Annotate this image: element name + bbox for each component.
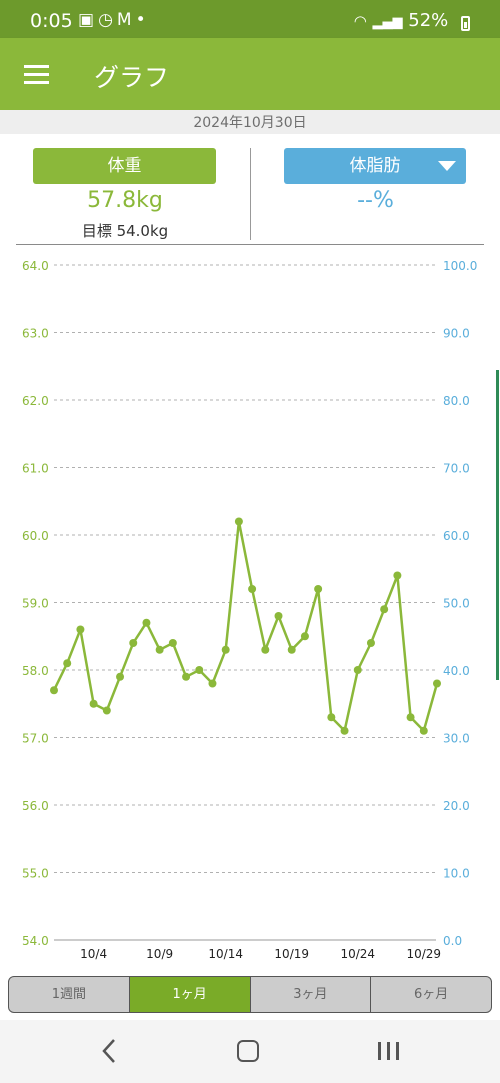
y-left-tick-label: 63.0: [22, 327, 49, 341]
weight-data-point: [366, 639, 375, 647]
weight-data-point: [89, 699, 98, 708]
back-icon[interactable]: [100, 1038, 118, 1064]
y-left-tick-label: 64.0: [22, 259, 49, 273]
period-tabs: 1週間 1ヶ月 3ヶ月 6ヶ月: [8, 976, 492, 1013]
page-title: グラフ: [94, 63, 170, 92]
alarm-icon: ◷: [98, 10, 117, 30]
y-left-tick-label: 57.0: [22, 732, 49, 746]
tab-6-months[interactable]: 6ヶ月: [413, 987, 449, 1002]
weight-data-point: [195, 666, 204, 674]
y-left-tick-label: 56.0: [22, 799, 49, 813]
x-tick-label: 10/9: [146, 947, 173, 961]
weight-data-point: [248, 585, 257, 593]
x-tick-label: 10/14: [208, 947, 243, 961]
weight-data-point: [182, 672, 191, 681]
system-nav-bar: [0, 1020, 500, 1083]
y-left-tick-label: 59.0: [22, 597, 49, 611]
weight-data-point: [76, 625, 85, 634]
status-right: ◠ ▂▄▆ 52%: [354, 10, 468, 31]
weight-data-point: [419, 726, 428, 735]
header-divider: [16, 244, 484, 245]
weight-data-point: [261, 645, 270, 654]
wifi-icon: ◠: [353, 12, 367, 30]
weight-button[interactable]: 体重: [33, 148, 216, 184]
body-fat-label: 体脂肪: [349, 156, 401, 176]
dot-icon: •: [135, 10, 150, 30]
hamburger-menu-icon[interactable]: [24, 65, 49, 84]
dropdown-triangle-icon: [438, 161, 456, 171]
status-bar: 0:05 ▣◷M• ◠ ▂▄▆ 52%: [0, 0, 500, 38]
weight-data-point: [116, 672, 125, 681]
body-fat-panel: 体脂肪 --%: [251, 134, 500, 242]
weight-data-point: [340, 726, 349, 735]
y-right-tick-label: 60.0: [443, 529, 470, 543]
weight-data-point: [234, 517, 243, 526]
weight-data-point: [50, 686, 58, 695]
date-label: 2024年10月30日: [0, 110, 500, 134]
weight-data-point: [380, 605, 389, 614]
y-right-tick-label: 90.0: [443, 327, 470, 341]
status-time: 0:05: [30, 10, 73, 32]
y-right-tick-label: 80.0: [443, 394, 470, 408]
y-right-tick-label: 20.0: [443, 799, 470, 813]
weight-data-point: [221, 645, 230, 654]
weight-data-point: [327, 713, 336, 722]
weight-line-chart: 54.0 55.0 56.0 57.0 58.0 59.0 60.0 61.0 62.0 63.0…: [22, 259, 477, 961]
y-right-tick-label: 40.0: [443, 664, 470, 678]
weight-data-point: [208, 679, 217, 688]
weight-data-point: [155, 645, 164, 654]
weight-data-point: [353, 666, 362, 674]
weight-data-point: [433, 679, 441, 688]
app-bar: グラフ: [0, 38, 500, 110]
x-tick-label: 10/24: [340, 947, 375, 961]
y-right-tick-label: 50.0: [443, 597, 470, 611]
y-right-tick-label: 70.0: [443, 462, 470, 476]
y-right-tick-label: 100.0: [443, 259, 477, 273]
weight-data-point: [168, 639, 177, 647]
battery-icon: [461, 16, 470, 31]
gallery-icon: ▣: [78, 10, 99, 30]
scroll-indicator[interactable]: [496, 370, 499, 680]
weight-data-point: [63, 659, 72, 668]
weight-data-point: [287, 645, 296, 654]
weight-goal: 目標 54.0kg: [81, 222, 169, 240]
weight-data-point: [314, 585, 323, 593]
tab-3-months[interactable]: 3ヶ月: [251, 977, 372, 1012]
weight-data-point: [274, 612, 283, 620]
weight-data-point: [142, 618, 151, 627]
panel-divider: [250, 148, 251, 240]
y-left-tick-label: 54.0: [22, 934, 49, 948]
weight-value: 57.8kg: [87, 188, 163, 213]
x-tick-label: 10/4: [80, 947, 107, 961]
y-left-tick-label: 60.0: [22, 529, 49, 543]
y-left-tick-label: 61.0: [22, 462, 49, 476]
weight-data-point: [393, 571, 402, 580]
home-icon[interactable]: [237, 1040, 259, 1062]
y-right-tick-label: 10.0: [443, 867, 470, 881]
x-tick-label: 10/29: [406, 947, 441, 961]
recent-apps-icon[interactable]: [378, 1042, 400, 1060]
weight-data-point: [300, 632, 309, 641]
weight-data-point: [102, 706, 111, 715]
y-left-tick-label: 58.0: [22, 664, 49, 678]
signal-icon: ▂▄▆: [372, 15, 403, 30]
gmail-icon: M: [116, 10, 136, 30]
weight-data-point: [129, 639, 138, 647]
tab-1-week[interactable]: 1週間: [9, 977, 130, 1012]
battery-percent: 52%: [408, 10, 449, 31]
status-notification-icons: ▣◷M•: [78, 10, 150, 30]
y-right-tick-label: 30.0: [443, 732, 470, 746]
weight-series-line: [52, 520, 439, 732]
y-right-tick-label: 0.0: [443, 934, 462, 948]
weight-data-point: [406, 713, 415, 722]
body-fat-dropdown-button[interactable]: 体脂肪: [284, 148, 466, 184]
y-left-tick-label: 55.0: [22, 867, 49, 881]
tab-1-month[interactable]: 1ヶ月: [129, 977, 251, 1012]
weight-panel: 体重 57.8kg 目標 54.0kg: [0, 134, 250, 242]
y-left-tick-label: 62.0: [22, 394, 49, 408]
body-fat-value: --%: [357, 188, 394, 213]
x-tick-label: 10/19: [274, 947, 309, 961]
